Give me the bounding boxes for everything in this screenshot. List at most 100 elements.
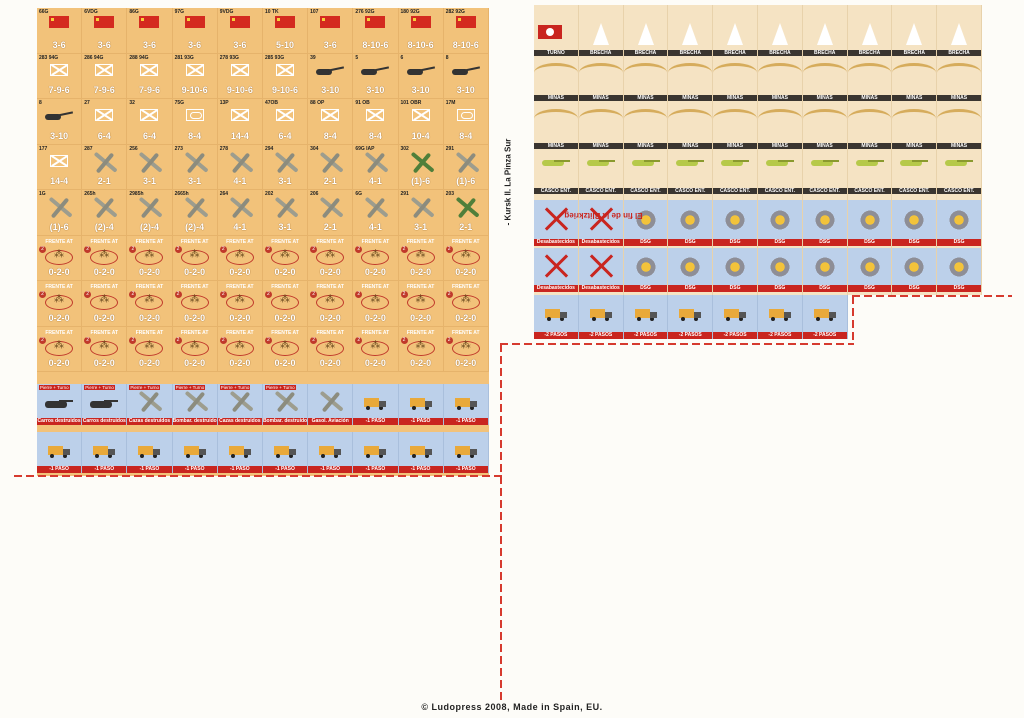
unit-counter[interactable]: 283 94G 7-9-6: [37, 53, 83, 99]
unit-counter[interactable]: 302 (1)-6: [398, 144, 444, 190]
unit-counter[interactable]: 9VDG 3-6: [217, 8, 263, 54]
unit-counter[interactable]: 278 4-1: [217, 144, 263, 190]
counter-frente-at[interactable]: FRENTE AT2 0-2-0: [217, 235, 263, 281]
supply-step-counter[interactable]: -1 PASO: [443, 432, 489, 473]
marker-counter[interactable]: Pierre + Turno Cazas destruidos: [127, 384, 173, 425]
unit-counter[interactable]: 47OB 6-4: [262, 99, 309, 145]
unit-counter[interactable]: 1G (1)-6: [37, 190, 83, 236]
marker-column[interactable]: TURNO MINAS MINAS CASCO ENT. Desabastecidos D…: [534, 5, 579, 295]
marker-counter[interactable]: Pierre + Turno Cazas destruidos: [217, 384, 263, 425]
counter-frente-at[interactable]: FRENTE AT2 0-2-0: [262, 326, 309, 372]
supply-step-counter[interactable]: -1 PASO: [82, 432, 128, 473]
unit-counter[interactable]: 287 2-1: [82, 144, 128, 190]
counter-frente-at[interactable]: FRENTE AT2 0-2-0: [172, 235, 218, 281]
counter-frente-at[interactable]: FRENTE AT2 0-2-0: [398, 326, 444, 372]
unit-counter[interactable]: 66G 3-6: [37, 8, 83, 54]
counter-frente-at[interactable]: FRENTE AT2 0-2-0: [82, 281, 128, 327]
counter-frente-at[interactable]: FRENTE AT2 0-2-0: [443, 326, 489, 372]
counter-frente-at[interactable]: FRENTE AT2 0-2-0: [443, 281, 489, 327]
supply-step-counter[interactable]: -1 PASO: [37, 432, 83, 473]
supply-step-counter[interactable]: -2 PASOS: [713, 295, 758, 339]
marker-column[interactable]: BRECHA MINAS MINAS CASCO ENT. DSG DSG: [713, 5, 758, 295]
marker-counter[interactable]: Pierre + Turno Carros destruidos: [37, 384, 83, 425]
unit-counter[interactable]: 291 3-1: [398, 190, 444, 236]
counter-frente-at[interactable]: FRENTE AT2 0-2-0: [37, 235, 83, 281]
marker-column[interactable]: BRECHA MINAS MINAS CASCO ENT. DSG DSG: [623, 5, 669, 295]
supply-step-counter[interactable]: -1 PASO: [353, 432, 399, 473]
counter-frente-at[interactable]: FRENTE AT2 0-2-0: [37, 326, 83, 372]
unit-counter[interactable]: 97G 3-6: [172, 8, 218, 54]
unit-counter[interactable]: 107 3-6: [308, 8, 354, 54]
unit-counter[interactable]: 281 93G 9-10-6: [172, 53, 218, 99]
unit-counter[interactable]: 202 3-1: [262, 190, 309, 236]
unit-counter[interactable]: 206 2-1: [308, 190, 354, 236]
marker-counter[interactable]: Pierre + Turno Bombar. destruidos: [172, 384, 218, 425]
unit-counter[interactable]: 75G 8-4: [172, 99, 218, 145]
supply-step-counter[interactable]: -2 PASOS: [668, 295, 714, 339]
unit-counter[interactable]: 286 94G 7-9-6: [82, 53, 128, 99]
unit-counter[interactable]: 265h (2)-4: [82, 190, 128, 236]
supply-step-counter[interactable]: -1 PASO: [308, 432, 354, 473]
counter-frente-at[interactable]: FRENTE AT2 0-2-0: [127, 326, 173, 372]
unit-counter[interactable]: 256 3-1: [127, 144, 173, 190]
unit-counter[interactable]: 10 TK 5-10: [262, 8, 309, 54]
counter-frente-at[interactable]: FRENTE AT2 0-2-0: [398, 281, 444, 327]
unit-counter[interactable]: 291 (1)-6: [443, 144, 489, 190]
counter-frente-at[interactable]: FRENTE AT2 0-2-0: [82, 235, 128, 281]
unit-counter[interactable]: 273 3-1: [172, 144, 218, 190]
marker-column[interactable]: BRECHA MINAS MINAS CASCO ENT. DSG DSG: [668, 5, 714, 295]
marker-counter[interactable]: Pierre + Turno Carros destruidos: [82, 384, 128, 425]
turn-marker[interactable]: [534, 5, 578, 49]
counter-frente-at[interactable]: FRENTE AT2 0-2-0: [353, 326, 399, 372]
counter-frente-at[interactable]: FRENTE AT2 0-2-0: [308, 281, 354, 327]
supply-step-counter[interactable]: -1 PASO: [172, 432, 218, 473]
counter-frente-at[interactable]: FRENTE AT2 0-2-0: [308, 235, 354, 281]
supply-step-counter[interactable]: -2 PASOS: [758, 295, 803, 339]
marker-counter[interactable]: Pierre + Turno Bombar. destruidos: [262, 384, 309, 425]
unit-counter[interactable]: 203 2-1: [443, 190, 489, 236]
unit-counter[interactable]: 27 6-4: [82, 99, 128, 145]
unit-counter[interactable]: 294 3-1: [262, 144, 309, 190]
unit-counter[interactable]: 276 92G 8-10-6: [353, 8, 399, 54]
unit-counter[interactable]: 8 3-10: [443, 53, 489, 99]
counter-frente-at[interactable]: FRENTE AT2 0-2-0: [172, 281, 218, 327]
marker-counter[interactable]: Gasol. Aviación: [308, 384, 354, 425]
unit-counter[interactable]: 5 3-10: [353, 53, 399, 99]
supply-step-counter[interactable]: -1 PASO: [217, 432, 263, 473]
counter-frente-at[interactable]: FRENTE AT2 0-2-0: [262, 281, 309, 327]
supply-step-counter[interactable]: -2 PASOS: [534, 295, 579, 339]
marker-column[interactable]: BRECHA MINAS MINAS CASCO ENT. DSG DSG: [937, 5, 982, 295]
unit-counter[interactable]: 17M 8-4: [443, 99, 489, 145]
unit-counter[interactable]: 69G IAP 4-1: [353, 144, 399, 190]
marker-counter[interactable]: -1 PASO: [398, 384, 444, 425]
supply-step-counter[interactable]: -1 PASO: [262, 432, 309, 473]
unit-counter[interactable]: 8 3-10: [37, 99, 83, 145]
supply-step-counter[interactable]: -1 PASO: [398, 432, 444, 473]
marker-column[interactable]: BRECHA MINAS MINAS CASCO ENT. DSG DSG: [847, 5, 893, 295]
counter-frente-at[interactable]: FRENTE AT2 0-2-0: [443, 235, 489, 281]
marker-column[interactable]: BRECHA MINAS MINAS CASCO ENT. DSG DSG: [758, 5, 803, 295]
unit-counter[interactable]: 6 3-10: [398, 53, 444, 99]
counter-frente-at[interactable]: FRENTE AT2 0-2-0: [217, 326, 263, 372]
marker-column[interactable]: BRECHA MINAS MINAS CASCO ENT. Desabastecidos…: [578, 5, 624, 295]
unit-counter[interactable]: 288 94G 7-9-6: [127, 53, 173, 99]
unit-counter[interactable]: 32 6-4: [127, 99, 173, 145]
counter-frente-at[interactable]: FRENTE AT2 0-2-0: [172, 326, 218, 372]
counter-frente-at[interactable]: FRENTE AT2 0-2-0: [82, 326, 128, 372]
unit-counter[interactable]: 278 93G 9-10-6: [217, 53, 263, 99]
unit-counter[interactable]: 264 4-1: [217, 190, 263, 236]
counter-frente-at[interactable]: FRENTE AT2 0-2-0: [217, 281, 263, 327]
counter-frente-at[interactable]: FRENTE AT2 0-2-0: [353, 281, 399, 327]
marker-column[interactable]: BRECHA MINAS MINAS CASCO ENT. DSG DSG: [802, 5, 848, 295]
unit-counter[interactable]: 6G 4-1: [353, 190, 399, 236]
unit-counter[interactable]: 101 OBR 10-4: [398, 99, 444, 145]
counter-frente-at[interactable]: FRENTE AT2 0-2-0: [127, 235, 173, 281]
marker-counter[interactable]: -1 PASO: [443, 384, 489, 425]
counter-frente-at[interactable]: FRENTE AT2 0-2-0: [308, 326, 354, 372]
marker-counter[interactable]: -1 PASO: [353, 384, 399, 425]
marker-column[interactable]: BRECHA MINAS MINAS CASCO ENT. DSG DSG: [892, 5, 938, 295]
counter-frente-at[interactable]: FRENTE AT2 0-2-0: [353, 235, 399, 281]
supply-step-counter[interactable]: -1 PASO: [127, 432, 173, 473]
unit-counter[interactable]: 88 OP 8-4: [308, 99, 354, 145]
unit-counter[interactable]: 2985h (2)-4: [127, 190, 173, 236]
